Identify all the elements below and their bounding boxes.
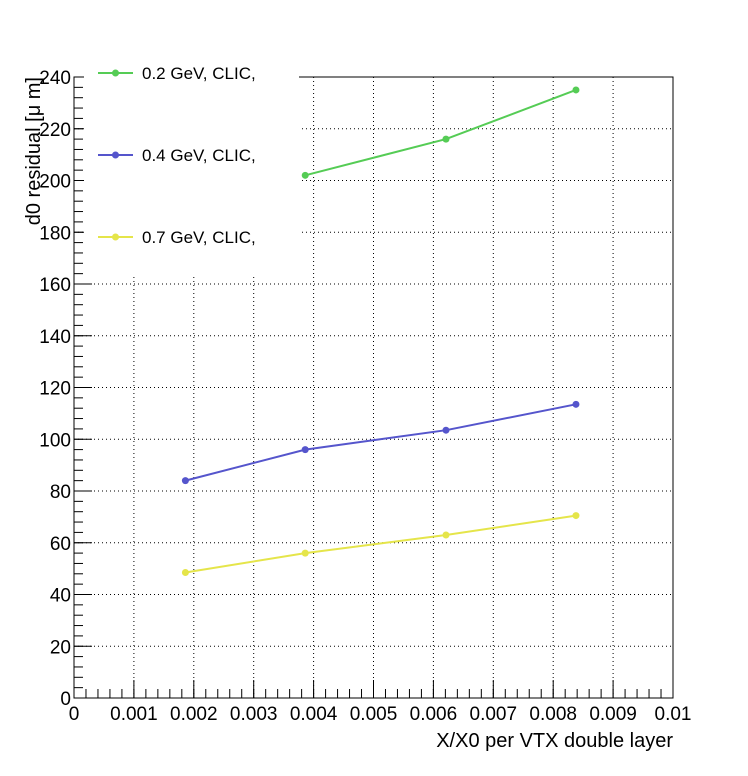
y-tick-label: 100 (39, 430, 71, 451)
legend-marker (112, 151, 119, 159)
y-tick-label: 200 (39, 172, 71, 193)
x-tick-label: 0.006 (410, 704, 458, 725)
data-point (301, 549, 309, 557)
y-tick-label: 60 (50, 534, 71, 555)
y-tick-label: 140 (39, 327, 71, 348)
y-tick-label: 240 (39, 68, 71, 89)
x-tick-label: 0.007 (470, 704, 518, 725)
x-tick-label: 0.005 (350, 704, 398, 725)
data-point (572, 400, 580, 408)
data-point (301, 446, 309, 454)
data-point (442, 135, 450, 143)
y-tick-label: 40 (50, 586, 71, 607)
legend-label: 0.7 GeV, CLIC, (142, 228, 256, 247)
x-tick-label: 0.004 (290, 704, 338, 725)
data-point (572, 512, 580, 520)
legend-marker (112, 233, 119, 241)
x-tick-label: 0.01 (655, 704, 692, 725)
y-tick-label: 120 (39, 379, 71, 400)
y-tick-label: 20 (50, 637, 71, 658)
x-tick-label: 0.001 (110, 704, 158, 725)
x-tick-label: 0 (69, 704, 80, 725)
series-line (185, 514, 577, 574)
y-tick-label: 80 (50, 482, 71, 503)
data-point (301, 171, 309, 179)
legend-label: 0.4 GeV, CLIC, (142, 146, 256, 165)
legend: 0.2 GeV, CLIC, 0.4 GeV, CLIC, 0.7 GeV, CLI… (84, 42, 299, 277)
x-tick-label: 0.002 (170, 704, 218, 725)
x-axis-title: X/X0 per VTX double layer (436, 730, 673, 752)
y-tick-label: 220 (39, 120, 71, 141)
data-point (181, 569, 189, 577)
x-tick-label: 0.008 (529, 704, 577, 725)
x-tick-label: 0.003 (230, 704, 278, 725)
series-line (304, 89, 577, 177)
data-point (572, 86, 580, 94)
series-line (185, 403, 577, 482)
series (181, 86, 580, 577)
y-tick-label: 0 (60, 689, 71, 710)
data-point (181, 477, 189, 485)
x-tick-label: 0.009 (589, 704, 637, 725)
y-axis-title: d0 residual [μ m] (23, 77, 45, 225)
y-tick-label: 160 (39, 275, 71, 296)
data-point (442, 531, 450, 539)
legend-marker (112, 69, 119, 77)
legend-label: 0.2 GeV, CLIC, (142, 64, 256, 83)
axes: 0 0.001 0.002 0.003 0.004 0.005 0.006 0.007 0.00… (39, 68, 691, 725)
y-tick-label: 180 (39, 223, 71, 244)
data-point (442, 426, 450, 434)
